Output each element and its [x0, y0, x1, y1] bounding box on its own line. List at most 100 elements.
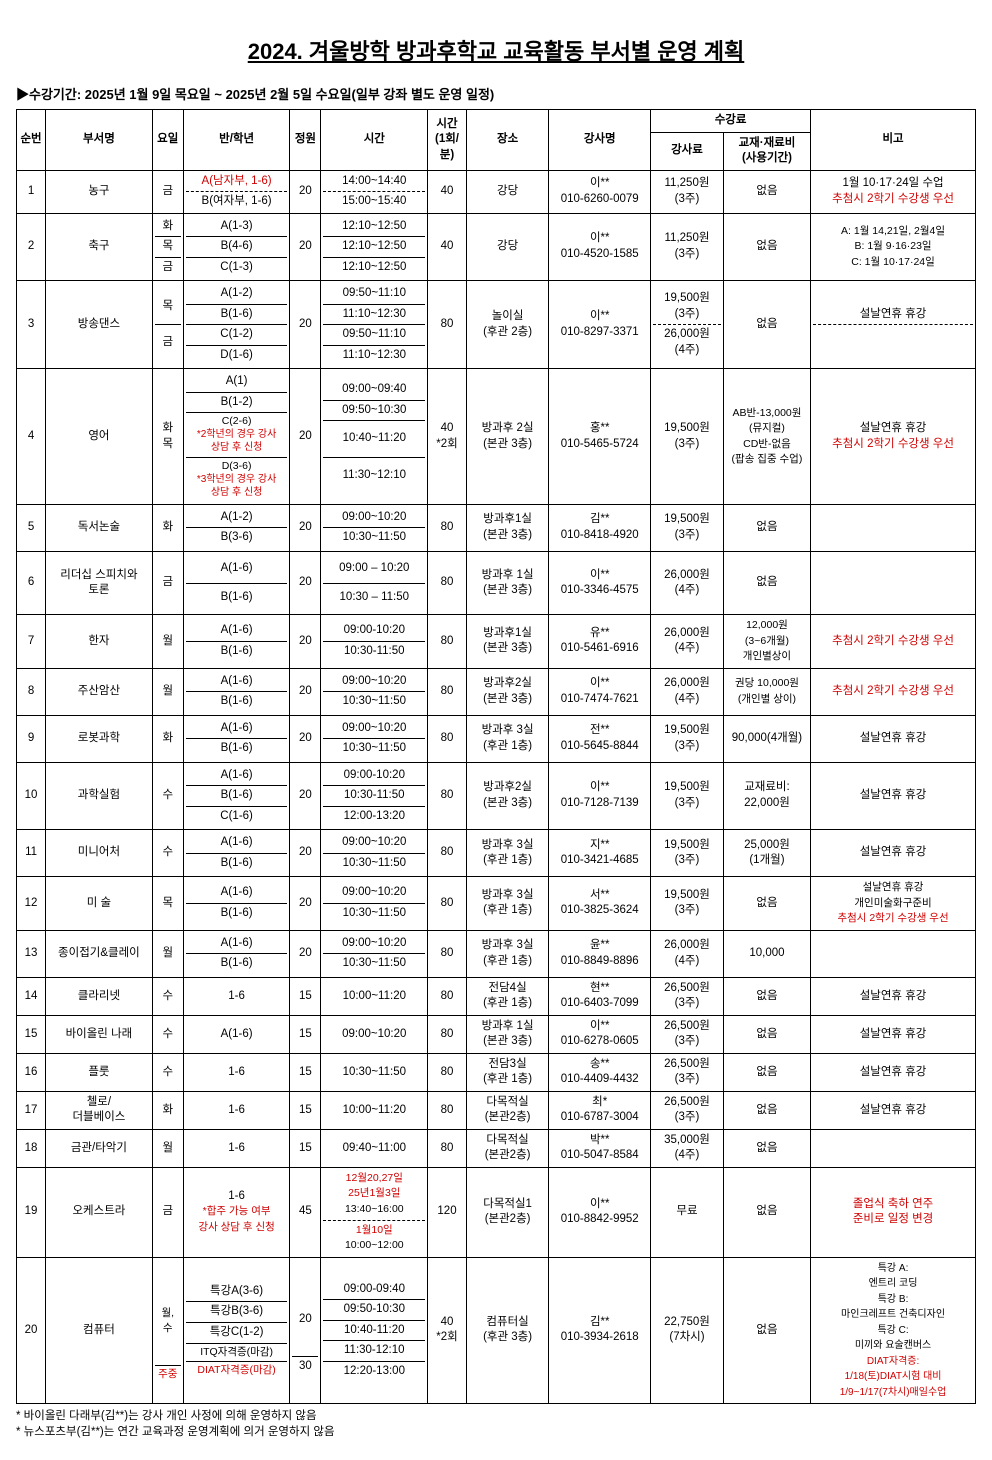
table-row: 7한자월A(1-6)B(1-6)2009:00-10:2010:30-11:50… — [17, 615, 976, 669]
table-cell: 설날연휴 휴강 — [811, 977, 976, 1015]
table-cell: 금 — [152, 1167, 183, 1257]
table-cell: 영어 — [46, 369, 153, 505]
table-cell: 26,000원(4주) — [651, 552, 724, 615]
table-cell: 설날연휴 휴강추첨시 2학기 수강생 우선 — [811, 369, 976, 505]
table-cell: 20 — [290, 715, 321, 762]
table-cell: 금관/타악기 — [46, 1129, 153, 1167]
table-cell: 1-6 — [183, 977, 290, 1015]
table-cell: 방과후2실(본관 3층) — [466, 668, 548, 715]
table-cell: 없음 — [723, 877, 810, 931]
table-cell: 20 — [290, 930, 321, 977]
table-cell: 방과후1실(본관 3층) — [466, 504, 548, 551]
table-cell: 첼로/더블베이스 — [46, 1091, 153, 1129]
table-cell: 이**010-8842-9952 — [549, 1167, 651, 1257]
table-cell: 40 — [428, 170, 467, 213]
table-cell: 설날연휴 휴강개인미술화구준비추첨시 2학기 수강생 우선 — [811, 877, 976, 931]
table-cell: 19,500원(3주) — [651, 504, 724, 551]
table-cell: 방과후 1실(본관 3층) — [466, 1015, 548, 1053]
table-cell: 40*2회 — [428, 1257, 467, 1404]
table-cell: 120 — [428, 1167, 467, 1257]
table-cell: 방송댄스 — [46, 281, 153, 369]
table-cell: 설날연휴 휴강 — [811, 762, 976, 830]
table-cell: A(1-2)B(3-6) — [183, 504, 290, 551]
table-cell: 20 — [290, 668, 321, 715]
table-cell: 설날연휴 휴강 — [811, 715, 976, 762]
table-cell: 미 술 — [46, 877, 153, 931]
table-cell: 09:00~10:2010:30~11:50 — [321, 715, 428, 762]
table-cell: A(1-6)B(1-6) — [183, 715, 290, 762]
footnote-2: * 뉴스포츠부(김**)는 연간 교육과정 운영계획에 의거 운영하지 않음 — [16, 1424, 976, 1440]
table-cell: 월 — [152, 668, 183, 715]
table-cell: 09:50~11:1011:10~12:3009:50~11:1011:10~1… — [321, 281, 428, 369]
table-row: 5독서논술화A(1-2)B(3-6)2009:00~10:2010:30~11:… — [17, 504, 976, 551]
table-cell: 미니어처 — [46, 830, 153, 877]
table-cell: 26,500원(3주) — [651, 1015, 724, 1053]
table-cell: 09:00~10:2010:30~11:50 — [321, 877, 428, 931]
table-cell: A(1-6) — [183, 1015, 290, 1053]
table-cell: 이**010-7474-7621 — [549, 668, 651, 715]
table-cell: 추첨시 2학기 수강생 우선 — [811, 615, 976, 669]
table-row: 2축구화목금A(1-3)B(4-6)C(1-3)2012:10~12:5012:… — [17, 213, 976, 281]
table-cell: 목금 — [152, 281, 183, 369]
table-cell: 40*2회 — [428, 369, 467, 505]
table-cell: 다목적실(본관2층) — [466, 1129, 548, 1167]
table-cell: 20 — [17, 1257, 46, 1404]
table-cell: 09:00 – 10:2010:30 – 11:50 — [321, 552, 428, 615]
table-cell: 강당 — [466, 170, 548, 213]
table-cell: 화목 — [152, 369, 183, 505]
table-cell: 다목적실1(본관2층) — [466, 1167, 548, 1257]
table-cell: 리더십 스피치와토론 — [46, 552, 153, 615]
table-cell: 8 — [17, 668, 46, 715]
table-cell: 09:40~11:00 — [321, 1129, 428, 1167]
table-row: 3방송댄스목금A(1-2)B(1-6)C(1-2)D(1-6)2009:50~1… — [17, 281, 976, 369]
table-cell: 방과후 3실(후관 1층) — [466, 715, 548, 762]
table-cell: 20 — [290, 877, 321, 931]
table-cell: 09:00~09:4009:50~10:3010:40~11:2011:30~1… — [321, 369, 428, 505]
table-cell: 무료 — [651, 1167, 724, 1257]
table-cell: 수 — [152, 977, 183, 1015]
table-cell: 18 — [17, 1129, 46, 1167]
table-cell: 수 — [152, 1015, 183, 1053]
table-cell: 1 — [17, 170, 46, 213]
table-cell: 이**010-6260-0079 — [549, 170, 651, 213]
course-period: ▶수강기간: 2025년 1월 9일 목요일 ~ 2025년 2월 5일 수요일… — [16, 84, 976, 103]
table-row: 10과학실험수A(1-6)B(1-6)C(1-6)2009:00-10:2010… — [17, 762, 976, 830]
table-cell: 방과후 3실(후관 1층) — [466, 877, 548, 931]
th-dept: 부서명 — [46, 110, 153, 171]
table-cell: 화 — [152, 504, 183, 551]
table-cell: 1-6 — [183, 1053, 290, 1091]
table-cell: 방과후 1실(본관 3층) — [466, 552, 548, 615]
th-fee2: 교재·재료비(사용기간) — [723, 132, 810, 170]
table-cell: A(1-2)B(1-6)C(1-2)D(1-6) — [183, 281, 290, 369]
table-cell: 김**010-3934-2618 — [549, 1257, 651, 1404]
table-cell: 80 — [428, 977, 467, 1015]
table-cell: 80 — [428, 930, 467, 977]
table-cell: 80 — [428, 504, 467, 551]
table-cell: 플룻 — [46, 1053, 153, 1091]
table-row: 19오케스트라금1-6*합주 가능 여부강사 상담 후 신청4512월20,27… — [17, 1167, 976, 1257]
table-cell: 수 — [152, 1053, 183, 1091]
table-cell: 3 — [17, 281, 46, 369]
table-cell: 방과후 2실(본관 3층) — [466, 369, 548, 505]
table-row: 1농구금A(남자부, 1-6)B(여자부, 1-6)2014:00~14:401… — [17, 170, 976, 213]
table-cell: 추첨시 2학기 수강생 우선 — [811, 668, 976, 715]
table-cell: 박**010-5047-8584 — [549, 1129, 651, 1167]
table-cell: 방과후1실(본관 3층) — [466, 615, 548, 669]
table-cell — [811, 1129, 976, 1167]
table-cell: 26,000원(4주) — [651, 615, 724, 669]
table-cell: 15 — [290, 1053, 321, 1091]
table-cell: 클라리넷 — [46, 977, 153, 1015]
table-cell: 26,500원(3주) — [651, 1053, 724, 1091]
table-cell: 09:00-10:2010:30-11:50 — [321, 615, 428, 669]
table-cell: 최*010-6787-3004 — [549, 1091, 651, 1129]
table-cell: 없음 — [723, 281, 810, 369]
table-cell: 09:00~10:2010:30~11:50 — [321, 504, 428, 551]
table-cell: 2 — [17, 213, 46, 281]
table-row: 12미 술목A(1-6)B(1-6)2009:00~10:2010:30~11:… — [17, 877, 976, 931]
table-row: 16플룻수1-61510:30~11:5080전담3실(후관 1층)송**010… — [17, 1053, 976, 1091]
table-cell: 없음 — [723, 1053, 810, 1091]
table-cell: 2030 — [290, 1257, 321, 1404]
table-cell: 설날연휴 휴강 — [811, 281, 976, 369]
table-cell: 놀이실(후관 2층) — [466, 281, 548, 369]
table-cell: 26,000원(4주) — [651, 930, 724, 977]
